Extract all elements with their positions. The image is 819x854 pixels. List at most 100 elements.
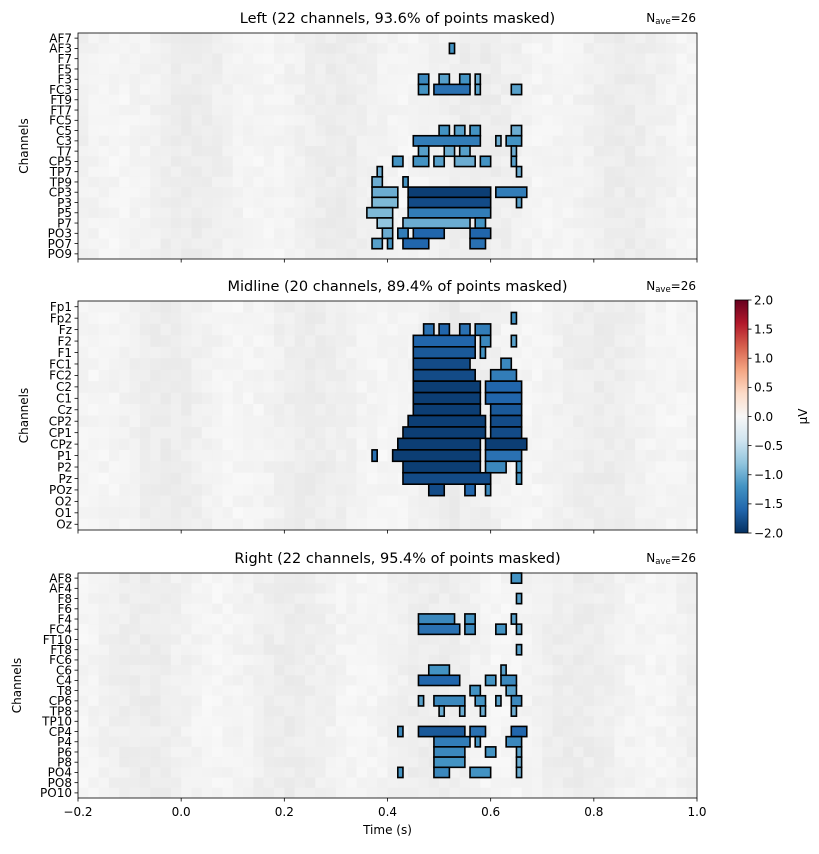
masked-cell [335, 104, 347, 116]
masked-cell [490, 573, 502, 584]
masked-cell [470, 312, 481, 325]
masked-cell [191, 369, 203, 382]
masked-cell [408, 507, 419, 519]
masked-cell [78, 404, 89, 416]
channel-label: F1 [57, 346, 72, 360]
masked-cell [397, 187, 409, 198]
masked-cell [98, 63, 110, 75]
masked-cell [531, 115, 543, 126]
masked-cell [253, 705, 265, 717]
masked-cell [78, 518, 89, 531]
masked-cell [624, 323, 636, 336]
masked-cell [170, 53, 182, 65]
masked-cell [583, 767, 595, 778]
masked-cell [170, 346, 182, 359]
masked-cell [78, 675, 89, 686]
masked-cell [181, 573, 192, 584]
masked-cell [263, 404, 275, 416]
masked-cell [253, 335, 265, 348]
masked-cell [88, 518, 100, 531]
masked-cell [119, 484, 131, 496]
masked-cell [212, 53, 223, 65]
masked-cell [449, 74, 461, 85]
masked-cell [232, 726, 244, 737]
masked-cell [593, 726, 605, 737]
masked-cell [212, 675, 223, 686]
masked-cell [139, 74, 151, 85]
masked-cell [98, 381, 110, 393]
masked-cell [542, 624, 554, 635]
masked-cell [335, 426, 347, 439]
masked-cell [98, 176, 110, 188]
masked-cell [418, 757, 430, 768]
masked-cell [232, 695, 244, 707]
significant-cell [407, 206, 492, 219]
channel-label: CPz [50, 437, 72, 451]
masked-cell [480, 53, 492, 65]
masked-cell [686, 335, 698, 348]
masked-cell [531, 644, 543, 656]
masked-cell [666, 746, 677, 758]
masked-cell [335, 484, 347, 496]
masked-cell [531, 301, 543, 313]
masked-cell [676, 207, 688, 219]
masked-cell [377, 472, 388, 485]
masked-cell [78, 644, 89, 656]
masked-cell [408, 705, 419, 717]
masked-cell [356, 104, 368, 116]
masked-cell [274, 323, 285, 336]
masked-cell [655, 583, 667, 594]
channel-label: FT10 [43, 633, 72, 647]
masked-cell [304, 392, 316, 405]
masked-cell [366, 675, 378, 686]
masked-cell [614, 166, 626, 178]
masked-cell [129, 392, 141, 405]
masked-cell [531, 197, 543, 208]
masked-cell [676, 593, 688, 604]
masked-cell [170, 104, 182, 116]
masked-cell [78, 449, 89, 462]
y-axis-label: Channels [10, 658, 24, 714]
masked-cell [325, 84, 337, 95]
masked-cell [160, 312, 172, 325]
masked-cell [315, 573, 327, 584]
masked-cell [645, 665, 657, 676]
masked-cell [232, 404, 244, 416]
masked-cell [304, 63, 316, 75]
masked-cell [150, 746, 162, 758]
masked-cell [325, 197, 337, 208]
masked-cell [439, 634, 450, 645]
significant-cell [371, 186, 399, 199]
masked-cell [88, 603, 100, 615]
masked-cell [449, 495, 461, 508]
masked-cell [635, 415, 646, 428]
masked-cell [635, 346, 646, 359]
masked-cell [531, 438, 543, 451]
masked-cell [119, 381, 131, 393]
masked-cell [253, 312, 265, 325]
masked-cell [531, 484, 543, 496]
significant-cell [412, 345, 476, 360]
masked-cell [263, 634, 275, 645]
masked-cell [191, 654, 203, 666]
masked-cell [428, 248, 440, 260]
masked-cell [552, 426, 564, 439]
masked-cell [78, 125, 89, 137]
masked-cell [377, 484, 388, 496]
masked-cell [129, 207, 141, 219]
masked-cell [552, 358, 564, 370]
masked-cell [356, 624, 368, 635]
masked-cell [335, 654, 347, 666]
masked-cell [170, 449, 182, 462]
masked-cell [335, 176, 347, 188]
masked-cell [119, 74, 131, 85]
masked-cell [78, 654, 89, 666]
masked-cell [222, 613, 234, 625]
masked-cell [294, 207, 306, 219]
masked-cell [160, 358, 172, 370]
masked-cell [552, 438, 564, 451]
masked-cell [119, 125, 131, 137]
masked-cell [212, 613, 223, 625]
masked-cell [356, 746, 368, 758]
masked-cell [439, 573, 450, 584]
